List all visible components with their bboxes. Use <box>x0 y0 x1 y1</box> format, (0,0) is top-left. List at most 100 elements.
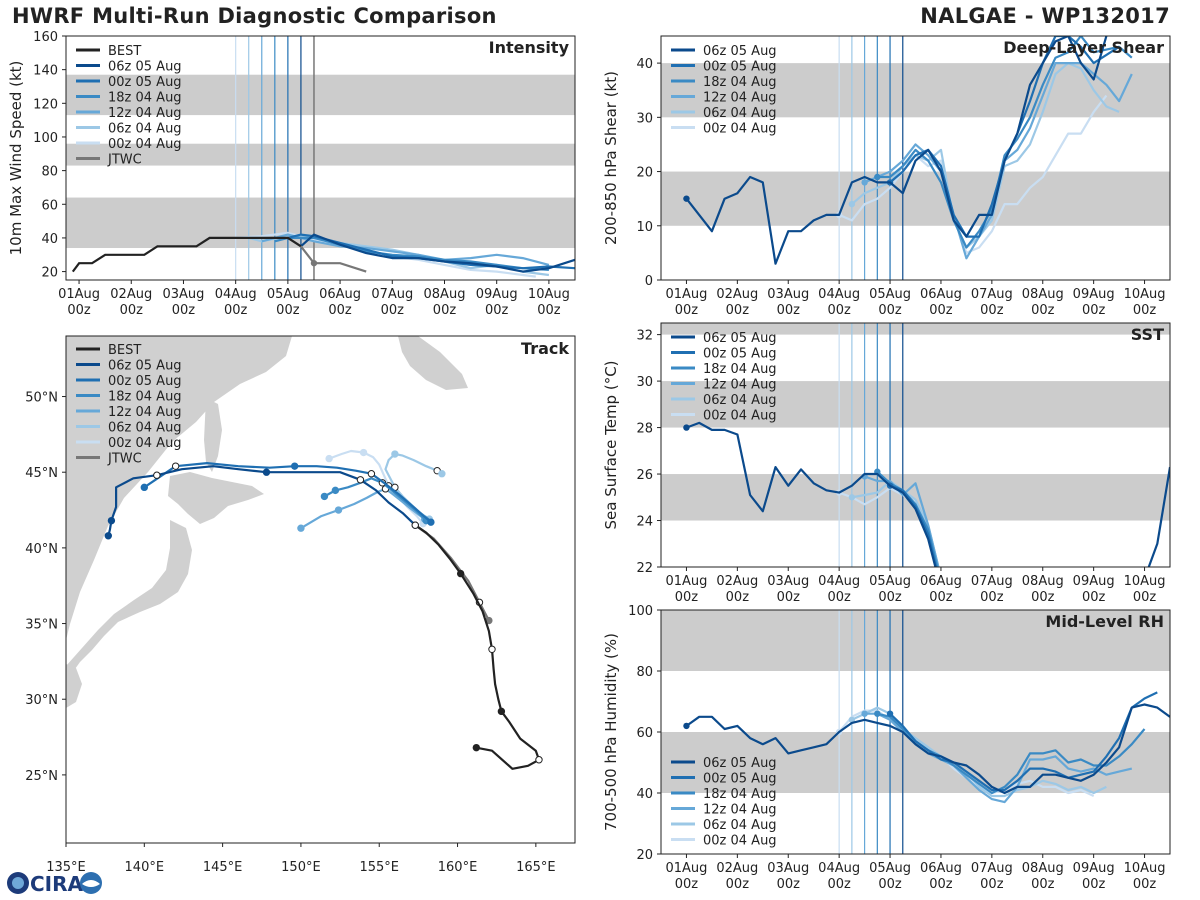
intensity-ylabel: 10m Max Wind Speed (kt) <box>7 61 25 256</box>
intensity-series-jtwc <box>300 245 367 273</box>
shear-xtick-day: 09Aug <box>1073 287 1115 302</box>
shear-xtick-day: 01Aug <box>665 287 707 302</box>
intensity-plot-area <box>66 36 575 280</box>
shear-xtick-hour: 00z <box>675 303 699 318</box>
track-frame <box>65 335 576 844</box>
rh-xtick-day: 04Aug <box>818 861 860 876</box>
rh-legend-label: 18z 04 Aug <box>703 787 777 802</box>
rh-xtick-hour: 00z <box>1133 877 1157 892</box>
shear-init-marker <box>861 179 868 186</box>
shear-legend-label: 12z 04 Aug <box>703 91 777 106</box>
figure-title: HWRF Multi-Run Diagnostic Comparison <box>12 4 497 28</box>
rh-legend-label: 00z 05 Aug <box>703 772 777 787</box>
cira-logo-text: CIRA <box>30 872 84 896</box>
sst-xtick-hour: 00z <box>1133 590 1157 605</box>
rh-ylabel: 700-500 hPa Humidity (%) <box>602 633 620 831</box>
track-12z-04-aug <box>300 487 426 530</box>
shear-ylabel: 200-850 hPa Shear (kt) <box>602 71 620 245</box>
sst-legend-label: 18z 04 Aug <box>703 362 777 377</box>
sst-ytick-label: 26 <box>636 468 653 483</box>
rh-plot-area <box>661 610 1170 854</box>
rh-xtick-day: 03Aug <box>767 861 809 876</box>
track-position-marker <box>427 518 435 526</box>
rh-legend-label: 06z 04 Aug <box>703 818 777 833</box>
rh-xtick-day: 02Aug <box>716 861 758 876</box>
intensity-xtick-day: 06Aug <box>319 287 361 302</box>
sst-xtick-day: 10Aug <box>1124 574 1166 589</box>
panel-shear: 01020304001Aug00z02Aug00z03Aug00z04Aug00… <box>602 35 1171 318</box>
intensity-xtick-day: 07Aug <box>371 287 413 302</box>
sst-series-06z-05-aug <box>686 421 1170 567</box>
shear-series-00z-04-aug <box>838 94 1108 254</box>
track-position-marker <box>140 483 149 492</box>
sst-ytick-label: 32 <box>636 329 653 344</box>
track-position-marker <box>104 532 112 540</box>
rh-xtick-day: 06Aug <box>920 861 962 876</box>
track-xtick-label: 140°E <box>125 860 165 875</box>
rh-ytick-label: 60 <box>636 726 653 741</box>
rh-init-marker <box>886 710 894 717</box>
sst-ytick-label: 30 <box>636 375 653 390</box>
shear-xtick-day: 10Aug <box>1124 287 1166 302</box>
shear-frame <box>660 35 1171 281</box>
intensity-xtick-hour: 00z <box>381 303 405 318</box>
shear-xtick-hour: 00z <box>827 303 851 318</box>
sst-xtick-hour: 00z <box>777 590 801 605</box>
intensity-legend-label: 06z 04 Aug <box>108 122 182 137</box>
sst-plot-area <box>661 323 1170 567</box>
intensity-legend-label: 18z 04 Aug <box>108 91 182 106</box>
shear-xtick-day: 07Aug <box>971 287 1013 302</box>
track-position-marker <box>153 471 161 479</box>
panel-sst: 22242628303201Aug00z02Aug00z03Aug00z04Au… <box>602 322 1171 605</box>
rh-legend-label: 12z 04 Aug <box>703 803 777 818</box>
track-position-marker <box>438 470 446 478</box>
intensity-legend-label: 00z 04 Aug <box>108 137 182 152</box>
track-best <box>414 524 541 770</box>
shear-xtick-hour: 00z <box>1133 303 1157 318</box>
sst-legend-label: 12z 04 Aug <box>703 378 777 393</box>
shear-ytick-label: 40 <box>636 57 653 72</box>
shear-legend-label: 00z 05 Aug <box>703 60 777 75</box>
shear-xtick-day: 02Aug <box>716 287 758 302</box>
shear-band-0 <box>661 171 1170 226</box>
sst-xtick-hour: 00z <box>675 590 699 605</box>
shear-xtick-hour: 00z <box>777 303 801 318</box>
rh-band-1 <box>661 610 1170 671</box>
rh-init-marker <box>683 722 690 730</box>
track-06z-05-aug <box>107 465 417 537</box>
track-position-marker <box>297 524 305 532</box>
intensity-ytick-label: 120 <box>33 97 58 112</box>
track-position-marker <box>359 448 368 457</box>
panel-track: 135°E 140°E 145°E 150°E 155°E 160°E 165°E 25°N 3… <box>25 335 576 875</box>
intensity-xtick-hour: 00z <box>172 303 196 318</box>
rh-ytick-label: 20 <box>636 848 653 863</box>
track-position-marker <box>171 462 180 470</box>
track-position-marker <box>262 468 271 476</box>
rh-xtick-day: 01Aug <box>665 861 707 876</box>
cira-logo: CIRA <box>7 872 102 896</box>
sst-ytick-label: 24 <box>636 515 653 530</box>
sst-xtick-day: 08Aug <box>1022 574 1064 589</box>
sst-legend-label: 00z 04 Aug <box>703 409 777 424</box>
rh-legend-label: 00z 04 Aug <box>703 834 777 849</box>
intensity-band-2 <box>66 74 575 116</box>
track-legend-label: 00z 05 Aug <box>108 374 182 389</box>
intensity-ytick-label: 80 <box>41 165 58 180</box>
track-ytick-label: 30°N <box>25 693 58 708</box>
intensity-xtick-day: 04Aug <box>215 287 257 302</box>
intensity-legend-label: JTWC <box>107 153 142 168</box>
intensity-series-06z-05-aug <box>300 233 575 273</box>
track-position-marker <box>320 492 329 501</box>
track-ytick-label: 25°N <box>25 769 58 784</box>
track-ytick-label: 45°N <box>25 466 58 481</box>
rh-legend-label: 06z 05 Aug <box>703 756 777 771</box>
sst-xtick-day: 07Aug <box>971 574 1013 589</box>
track-position-marker <box>497 707 506 716</box>
intensity-ytick-label: 100 <box>33 131 58 146</box>
land-east-asia <box>66 336 292 640</box>
intensity-band-1 <box>66 143 575 166</box>
sst-xtick-hour: 00z <box>1031 590 1055 605</box>
